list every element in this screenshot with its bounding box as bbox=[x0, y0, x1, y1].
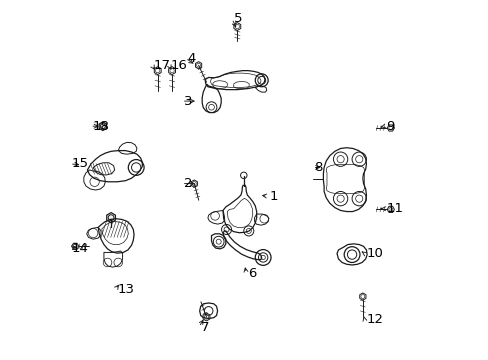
Text: 15: 15 bbox=[72, 157, 88, 170]
Text: 4: 4 bbox=[187, 51, 195, 64]
Text: 6: 6 bbox=[247, 267, 256, 280]
Text: 14: 14 bbox=[72, 242, 88, 255]
Text: 9: 9 bbox=[386, 120, 394, 133]
Text: 5: 5 bbox=[233, 12, 242, 25]
Text: 2: 2 bbox=[183, 177, 192, 190]
Text: 10: 10 bbox=[366, 247, 383, 260]
Text: 3: 3 bbox=[183, 95, 192, 108]
Text: 12: 12 bbox=[366, 313, 383, 327]
Text: 17: 17 bbox=[153, 59, 170, 72]
Polygon shape bbox=[106, 213, 115, 223]
Text: 13: 13 bbox=[117, 283, 134, 296]
Text: 7: 7 bbox=[201, 320, 209, 333]
Text: 16: 16 bbox=[171, 59, 187, 72]
Text: 11: 11 bbox=[386, 202, 402, 215]
Polygon shape bbox=[99, 122, 106, 131]
Text: 18: 18 bbox=[92, 120, 109, 133]
Text: 8: 8 bbox=[314, 161, 322, 174]
Text: 1: 1 bbox=[269, 190, 278, 203]
